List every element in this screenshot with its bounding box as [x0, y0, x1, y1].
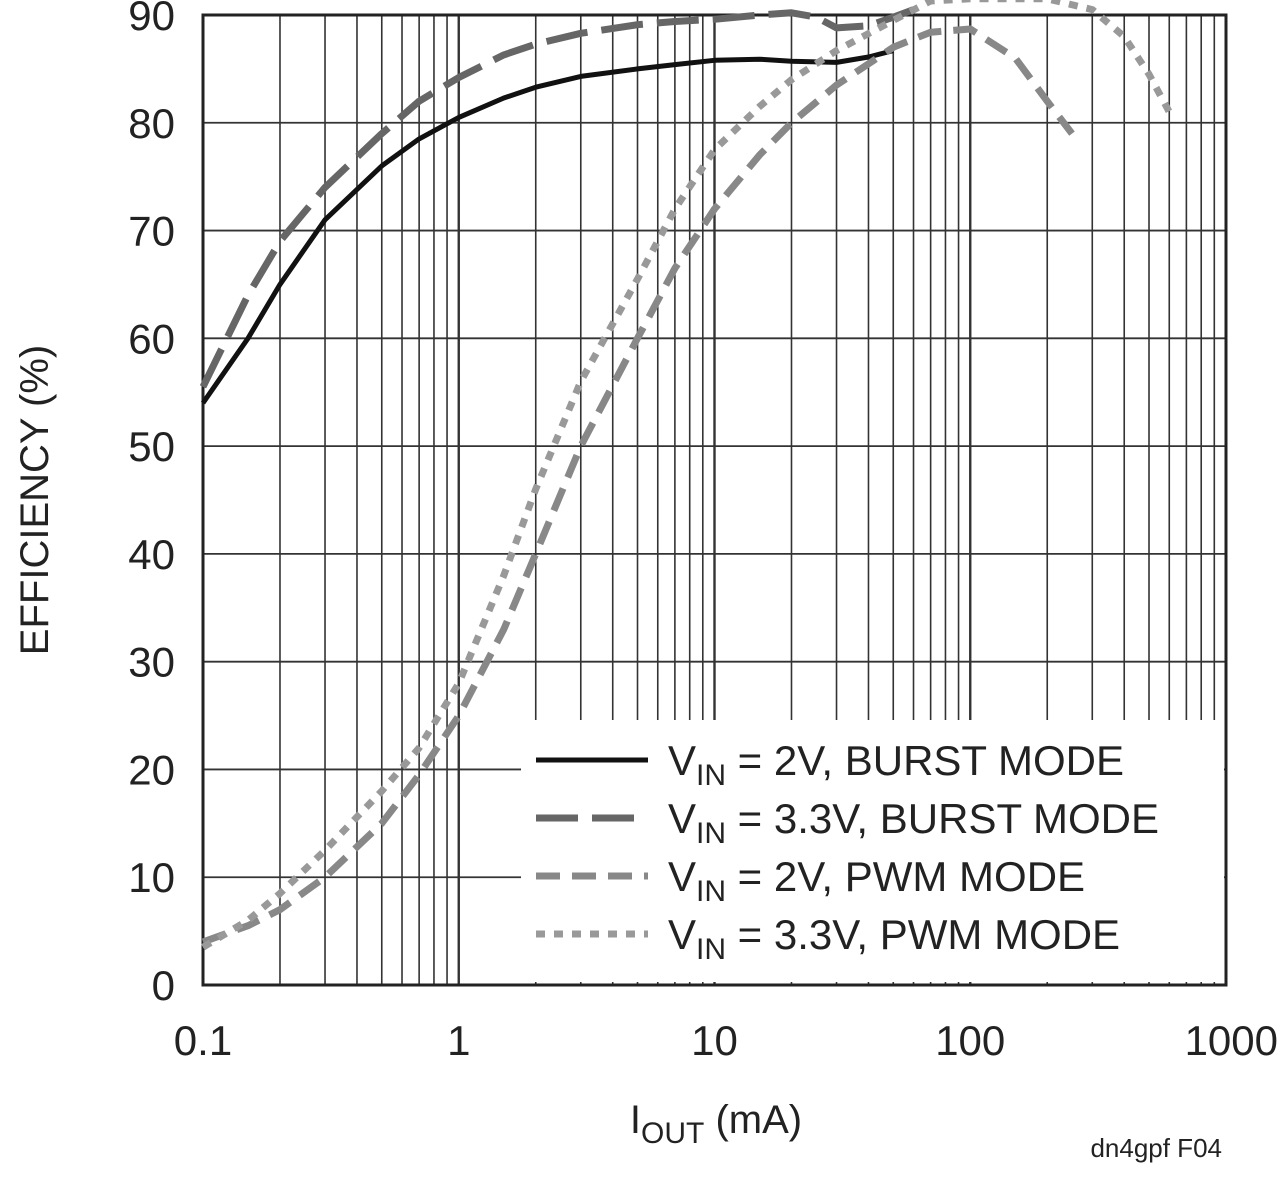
y-tick-label: 0 [152, 962, 175, 1009]
legend-label-3: VIN = 2V, PWM MODE [668, 853, 1085, 908]
plot-frame [201, 13, 1228, 987]
y-tick-labels: 0 10 20 30 40 50 60 70 80 90 [128, 0, 175, 1009]
legend-label-4: VIN = 3.3V, PWM MODE [668, 911, 1120, 966]
y-tick-label: 50 [128, 423, 175, 470]
x-axis-label-main: I [630, 1098, 641, 1142]
x-tick-label: 1000 [1185, 1017, 1278, 1064]
legend-label-1: VIN = 2V, BURST MODE [668, 737, 1124, 792]
y-tick-label: 20 [128, 746, 175, 793]
series-line-3 [201, 25, 1075, 946]
legend-label-2: VIN = 3.3V, BURST MODE [668, 795, 1159, 850]
y-tick-label: 30 [128, 639, 175, 686]
y-tick-label: 80 [128, 100, 175, 147]
x-axis-label-sub: OUT [641, 1117, 704, 1150]
x-axis-label-suffix: (mA) [704, 1098, 802, 1142]
y-tick-label: 90 [128, 0, 175, 39]
y-tick-label: 40 [128, 531, 175, 578]
y-tick-label: 10 [128, 854, 175, 901]
x-tick-label: 10 [691, 1017, 738, 1064]
x-tick-labels: 0.1 1 10 100 1000 [174, 1017, 1278, 1064]
y-tick-label: 70 [128, 208, 175, 255]
y-axis-label: EFFICIENCY (%) [13, 345, 57, 655]
x-tick-label: 100 [935, 1017, 1005, 1064]
x-tick-label: 0.1 [174, 1017, 232, 1064]
series-line-4 [201, 0, 1173, 951]
x-tick-label: 1 [447, 1017, 470, 1064]
series-line-1 [200, 48, 894, 405]
series-line-2 [199, 6, 915, 389]
legend-background [521, 720, 1224, 982]
series-lines [199, 0, 1173, 951]
figure-id: dn4gpf F04 [1090, 1133, 1222, 1163]
x-axis-label: IOUT (mA) [630, 1098, 802, 1150]
y-tick-label: 60 [128, 315, 175, 362]
